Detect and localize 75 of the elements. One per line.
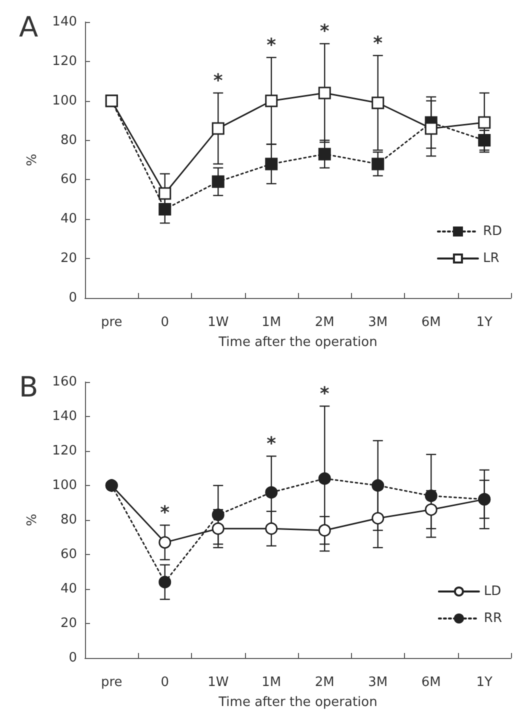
x-axis-title: Time after the operation — [218, 695, 378, 710]
chart-title: A — [19, 10, 38, 44]
point — [372, 96, 384, 110]
y-tick-label: 20 — [60, 616, 77, 631]
y-axis-title: % — [25, 514, 40, 526]
point — [424, 503, 438, 516]
point — [318, 148, 331, 160]
point — [212, 522, 224, 535]
point — [372, 158, 384, 170]
x-tick-label: 3M — [368, 315, 388, 330]
x-tick-label: 2M — [314, 675, 334, 690]
y-tick-label: 160 — [52, 374, 77, 390]
x-axis-title: Time after the operation — [218, 335, 378, 350]
point — [265, 486, 278, 499]
y-tick-label: 40 — [60, 212, 77, 227]
y-tick-label: 120 — [52, 54, 77, 69]
point — [265, 94, 278, 108]
point — [158, 187, 172, 200]
x-tick-label: 0 — [160, 675, 170, 690]
point — [372, 512, 384, 525]
point — [478, 134, 491, 147]
annotation: * — [373, 33, 384, 54]
y-tick-label: 0 — [68, 290, 77, 306]
y-tick-label: 40 — [60, 582, 77, 596]
chart-title: B — [19, 370, 38, 404]
y-tick-label: 80 — [60, 132, 77, 148]
y-axis-title: % — [25, 154, 40, 166]
y-tick-label: 100 — [52, 478, 77, 493]
point — [158, 203, 172, 216]
x-tick-label: 1W — [208, 675, 229, 690]
point — [212, 122, 224, 135]
x-tick-label: pre — [100, 675, 122, 690]
legend-label: RR — [484, 611, 502, 626]
x-tick-label: 1M — [262, 315, 282, 330]
x-tick-label: 1Y — [476, 675, 493, 690]
point — [318, 524, 331, 537]
x-tick-label: 1W — [208, 315, 229, 330]
legend-label: LD — [484, 584, 502, 599]
annotation: * — [266, 434, 277, 455]
x-tick-label: 2M — [314, 315, 334, 330]
legend-label: RD — [482, 224, 502, 239]
point — [158, 576, 172, 588]
point — [265, 522, 278, 535]
x-tick-label: 1Y — [476, 315, 493, 330]
y-tick-label: 20 — [60, 251, 77, 266]
y-tick-label: 60 — [60, 172, 77, 188]
point — [372, 479, 384, 492]
point — [158, 536, 172, 549]
legend-label: LR — [482, 251, 500, 266]
y-tick-label: 80 — [60, 512, 77, 528]
point — [424, 122, 438, 135]
annotation: * — [320, 21, 330, 42]
point — [318, 472, 331, 485]
y-tick-label: 60 — [60, 547, 77, 562]
annotation: * — [213, 70, 224, 92]
x-tick-label: 1M — [262, 675, 282, 690]
point — [478, 116, 491, 129]
annotation: * — [320, 384, 330, 405]
y-tick-label: 120 — [52, 444, 77, 458]
annotation: * — [266, 34, 277, 56]
point — [424, 490, 438, 502]
x-tick-label: pre — [100, 315, 122, 330]
x-tick-label: 6M — [421, 315, 441, 330]
point — [212, 175, 224, 188]
point — [265, 158, 278, 170]
y-tick-label: 100 — [52, 93, 77, 108]
annotation: * — [160, 502, 170, 524]
point — [212, 508, 224, 522]
y-tick-label: 140 — [52, 409, 77, 424]
x-tick-label: 0 — [160, 315, 170, 330]
x-tick-label: 3M — [368, 675, 388, 690]
x-tick-label: 6M — [421, 675, 441, 690]
point — [318, 86, 331, 100]
y-tick-label: 0 — [68, 650, 77, 666]
y-tick-label: 140 — [52, 14, 77, 30]
